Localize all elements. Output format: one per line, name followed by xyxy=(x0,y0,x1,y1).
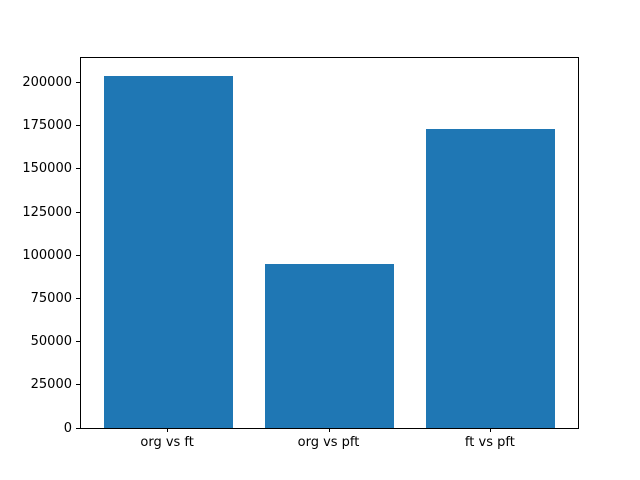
y-tick-mark xyxy=(76,125,80,127)
bar-org-vs-ft xyxy=(103,75,233,428)
y-tick-label: 100000 xyxy=(22,247,72,263)
y-tick-label: 25000 xyxy=(30,377,72,393)
x-tick-label: ft vs pft xyxy=(464,435,515,450)
y-tick-mark xyxy=(76,384,80,386)
x-tick-mark xyxy=(328,428,330,432)
y-tick-label: 125000 xyxy=(22,204,72,220)
x-tick-mark xyxy=(489,428,491,432)
y-tick-mark xyxy=(76,341,80,343)
y-tick-label: 75000 xyxy=(30,290,72,306)
y-tick-mark xyxy=(76,254,80,256)
bar-org-vs-pft xyxy=(264,263,395,428)
y-tick-mark xyxy=(76,82,80,84)
x-tick-label: org vs ft xyxy=(140,435,194,450)
y-tick-label: 200000 xyxy=(22,75,72,91)
y-tick-label: 50000 xyxy=(30,334,72,350)
y-tick-mark xyxy=(76,297,80,299)
x-tick-label: org vs pft xyxy=(297,435,360,450)
y-tick-label: 0 xyxy=(63,420,72,436)
y-tick-mark xyxy=(76,168,80,170)
y-tick-mark xyxy=(76,211,80,213)
y-tick-label: 150000 xyxy=(22,161,72,177)
x-tick-mark xyxy=(167,428,169,432)
y-tick-mark xyxy=(76,427,80,429)
plot-area xyxy=(80,57,579,429)
y-tick-label: 175000 xyxy=(22,118,72,134)
bar-ft-vs-pft xyxy=(426,129,556,428)
